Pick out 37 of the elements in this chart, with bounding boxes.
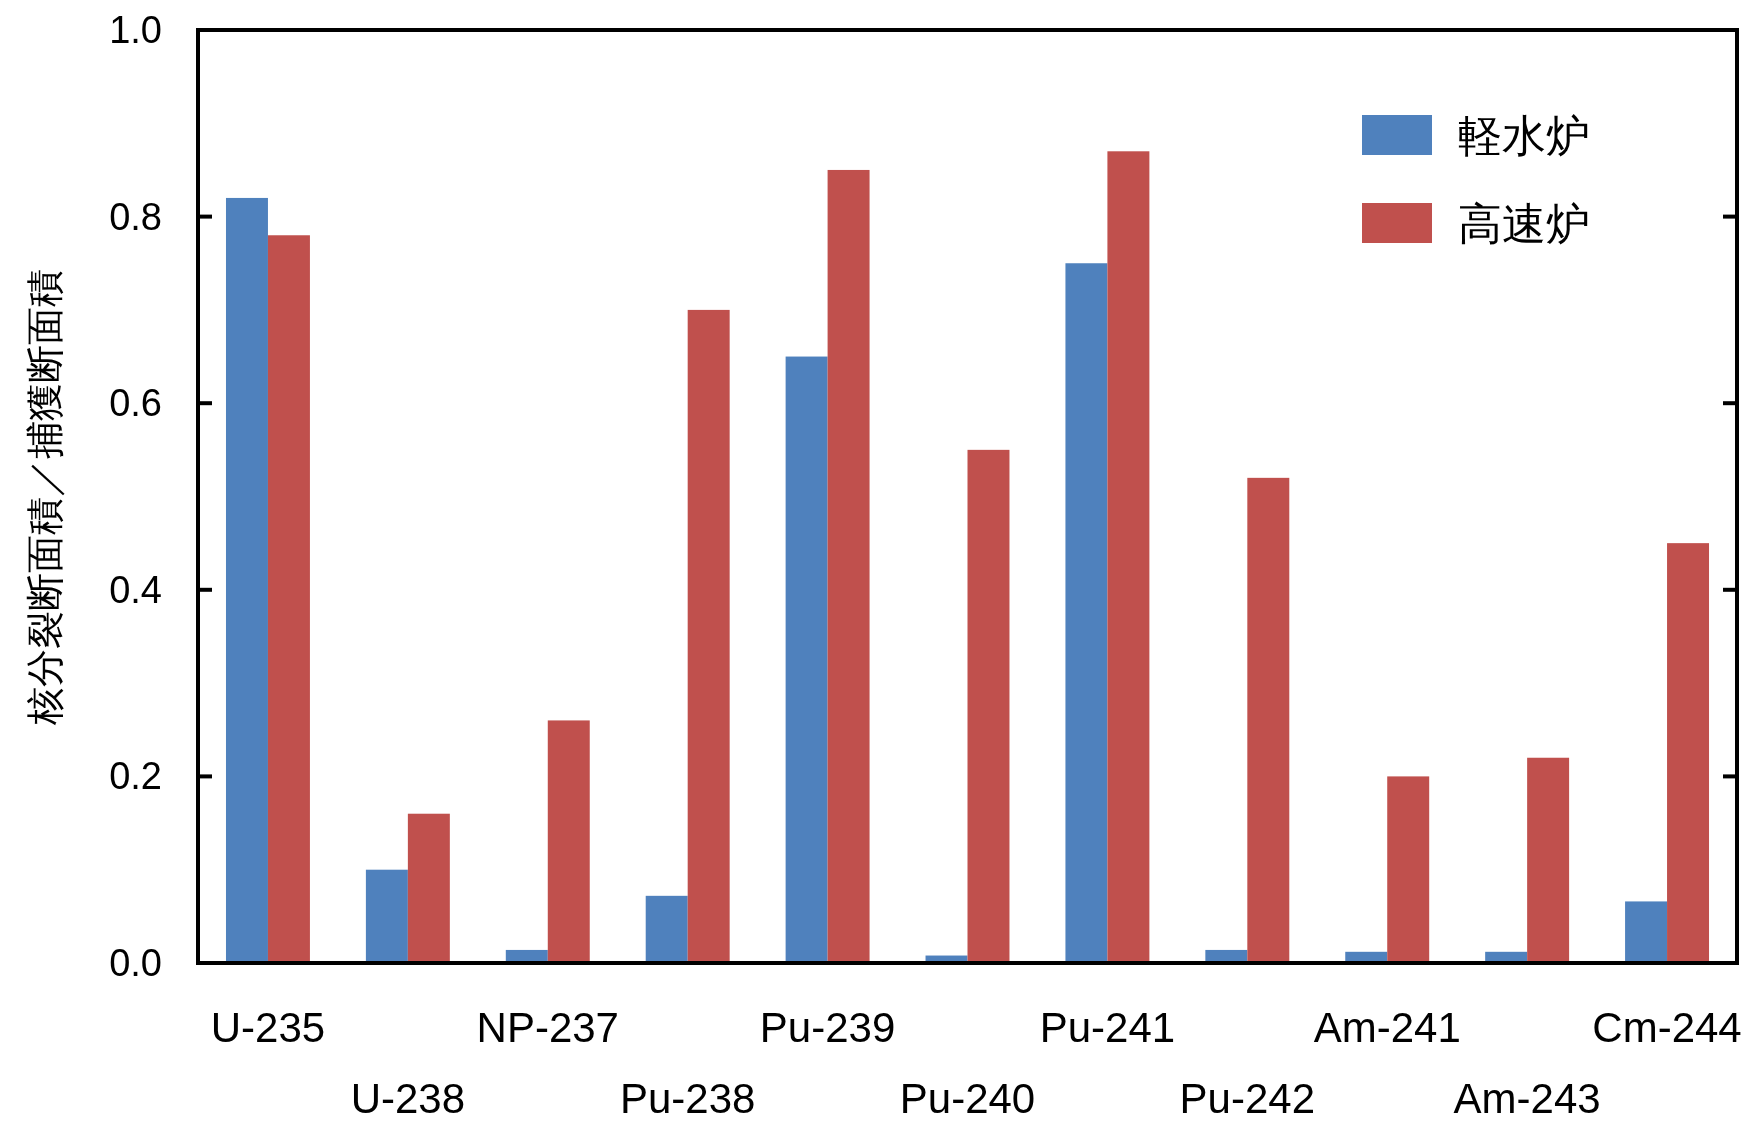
x-tick-label: Pu-242	[1179, 1074, 1316, 1122]
y-tick-label: 0.4	[109, 568, 162, 611]
x-tick-label: U-238	[350, 1074, 466, 1122]
x-tick-label: Pu-239	[759, 1003, 896, 1051]
bar	[225, 197, 268, 963]
legend-label: 高速炉	[1458, 198, 1590, 248]
y-tick-label: 0.8	[109, 195, 162, 238]
legend-label: 軽水炉	[1458, 110, 1590, 160]
bar	[365, 869, 408, 963]
y-tick-label: 0.2	[109, 755, 162, 798]
bar	[407, 813, 450, 963]
bar	[967, 449, 1010, 963]
x-tick-label: Pu-240	[899, 1074, 1036, 1122]
x-tick-label: Pu-241	[1039, 1003, 1176, 1051]
bar	[1527, 757, 1570, 963]
x-tick-label: Am-243	[1453, 1074, 1601, 1122]
bar	[547, 720, 590, 963]
bar	[1065, 263, 1108, 963]
bar	[1387, 776, 1430, 963]
y-tick-label: 0.0	[109, 942, 162, 984]
bar	[645, 895, 688, 963]
x-tick-label: Pu-238	[619, 1074, 756, 1122]
x-tick-label: Am-241	[1313, 1003, 1461, 1051]
x-tick-label: NP-237	[476, 1003, 619, 1051]
y-tick-label: 1.0	[109, 9, 162, 51]
bar	[267, 235, 310, 963]
bar	[827, 169, 870, 963]
bar	[1667, 543, 1710, 963]
x-tick-label: Cm-244	[1592, 1003, 1742, 1051]
y-axis-title: 核分裂断面積／捕獲断面積	[24, 268, 66, 726]
bar	[785, 356, 828, 963]
x-tick-label: U-235	[210, 1003, 326, 1051]
bar	[1247, 477, 1290, 963]
y-tick-label: 0.6	[109, 382, 162, 425]
bar	[1107, 151, 1150, 963]
bar	[1625, 901, 1668, 963]
bar	[687, 309, 730, 963]
